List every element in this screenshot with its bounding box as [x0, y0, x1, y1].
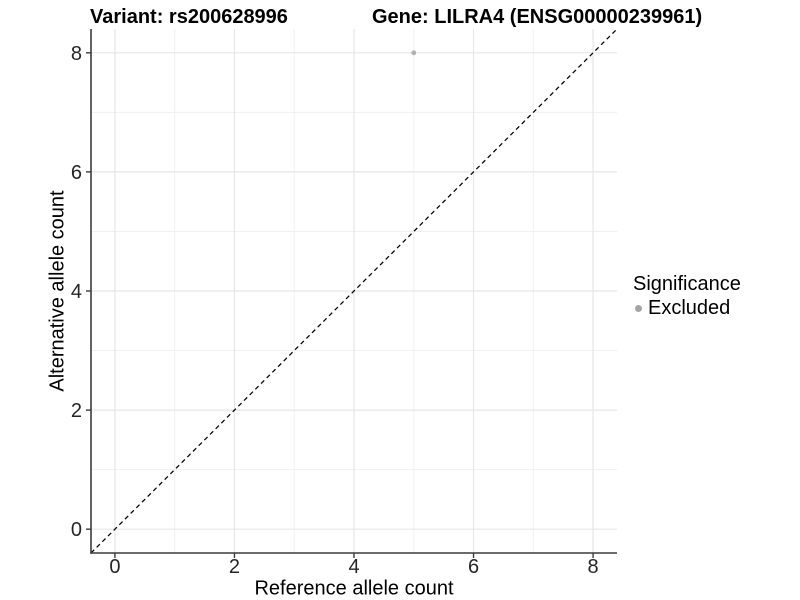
legend-item-excluded: Excluded	[632, 296, 741, 320]
plot-title-gene: Gene: LILRA4 (ENSG00000239961)	[372, 6, 703, 28]
y-tick-label: 8	[71, 43, 82, 65]
identity-reference-line	[90, 28, 618, 554]
x-tick-label: 2	[229, 556, 240, 578]
legend-item-label: Excluded	[648, 296, 731, 319]
x-axis-title: Reference allele count	[254, 577, 454, 600]
y-tick-label: 0	[71, 519, 82, 541]
data-point	[411, 50, 417, 56]
plot-title-variant: Variant: rs200628996	[90, 6, 288, 28]
legend-title: Significance	[633, 273, 741, 295]
y-axis-title: Alternative allele count	[46, 190, 69, 392]
x-tick-label: 0	[109, 556, 120, 578]
legend-point-swatch-icon	[635, 304, 642, 312]
y-tick-label: 6	[71, 162, 82, 184]
x-tick-label: 6	[468, 556, 479, 578]
x-tick-label: 4	[348, 556, 359, 578]
y-tick-label: 4	[71, 281, 82, 303]
legend: Significance Excluded	[632, 272, 741, 320]
y-tick-label: 2	[71, 400, 82, 422]
x-tick-label: 8	[588, 556, 599, 578]
